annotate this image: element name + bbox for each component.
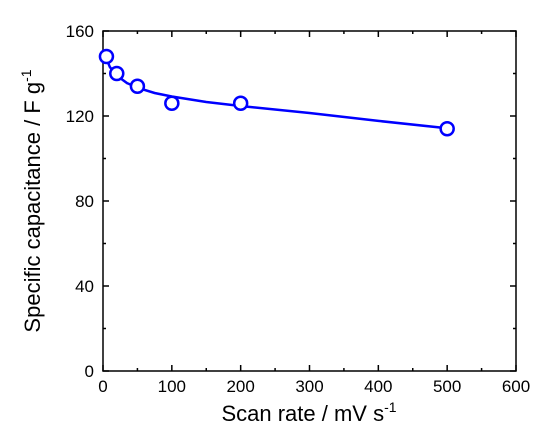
y-tick-label: 160 <box>66 22 94 41</box>
x-tick-label: 400 <box>364 377 392 396</box>
axis-ticks <box>102 30 517 372</box>
data-point <box>129 78 146 94</box>
data-point <box>439 121 455 137</box>
fit-curve <box>105 58 448 130</box>
x-tick-label: 500 <box>433 377 461 396</box>
y-tick-label: 120 <box>66 107 94 126</box>
tick-labels: 0 100 200 300 400 500 600 0 40 80 120 160 <box>66 22 531 396</box>
data-points <box>98 48 455 137</box>
x-tick-label: 100 <box>158 377 186 396</box>
data-point <box>109 65 125 82</box>
x-axis-title: Scan rate / mV s-1 <box>221 399 396 426</box>
x-tick-label: 0 <box>98 377 107 396</box>
y-tick-label: 80 <box>75 192 94 211</box>
y-axis-title: Specific capacitance / F g-1 <box>18 69 45 332</box>
data-point <box>232 95 249 111</box>
y-tick-label: 0 <box>85 362 94 381</box>
data-point <box>164 95 180 111</box>
plot-frame <box>102 30 517 372</box>
y-tick-label: 40 <box>75 277 94 296</box>
x-tick-label: 600 <box>502 377 530 396</box>
data-point <box>98 48 115 65</box>
x-tick-label: 300 <box>295 377 323 396</box>
x-tick-label: 200 <box>226 377 254 396</box>
